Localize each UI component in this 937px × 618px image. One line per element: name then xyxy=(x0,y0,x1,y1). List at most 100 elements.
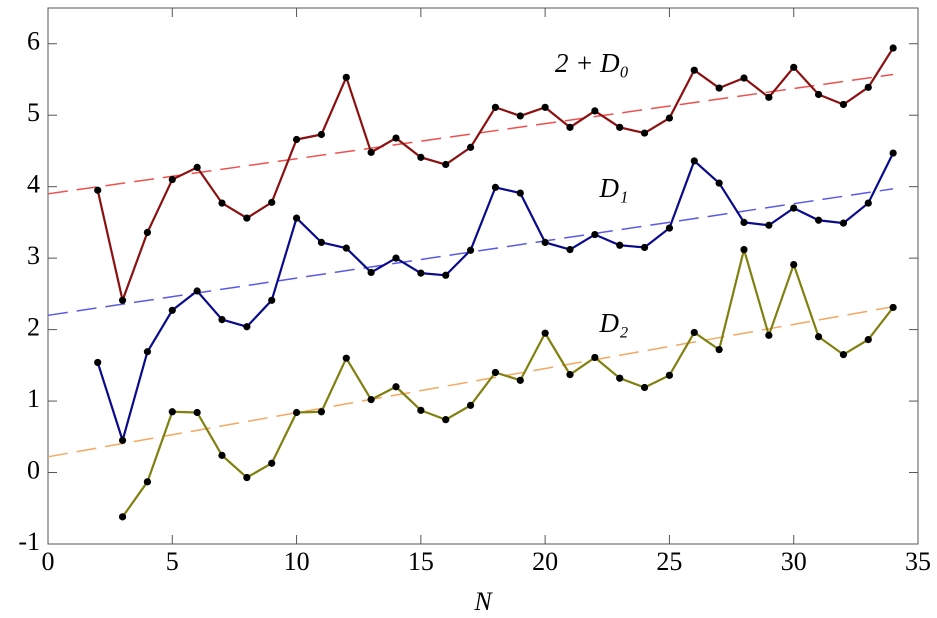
data-point xyxy=(466,401,475,409)
data-point xyxy=(864,336,872,344)
data-point xyxy=(715,84,723,92)
data-point xyxy=(243,323,251,331)
data-point xyxy=(516,112,524,120)
data-point xyxy=(665,224,674,232)
data-point xyxy=(292,214,301,222)
data-point xyxy=(740,74,748,82)
data-point xyxy=(516,376,524,384)
data-point xyxy=(839,100,848,109)
series-label: D₁ xyxy=(599,173,629,203)
data-point xyxy=(640,243,649,252)
data-point xyxy=(765,93,773,101)
data-point xyxy=(218,315,226,324)
data-point xyxy=(665,114,674,122)
data-point xyxy=(342,73,350,81)
data-point xyxy=(392,134,400,142)
y-tick-label: 6 xyxy=(27,27,40,56)
x-tick-label: 25 xyxy=(656,547,682,576)
data-point xyxy=(417,153,425,161)
data-point xyxy=(342,354,350,362)
x-tick-label: 30 xyxy=(781,547,807,576)
y-tick-label: 2 xyxy=(27,313,40,342)
data-point xyxy=(317,238,326,247)
data-point xyxy=(566,245,574,254)
data-point xyxy=(864,199,872,207)
data-point xyxy=(442,271,450,279)
data-point xyxy=(740,245,748,254)
data-point xyxy=(292,408,301,417)
data-point xyxy=(442,416,450,424)
fit-line xyxy=(47,305,894,458)
data-point xyxy=(566,371,574,379)
data-point xyxy=(616,374,624,382)
data-point xyxy=(889,303,897,312)
y-tick-label: 4 xyxy=(27,170,40,199)
data-point xyxy=(367,396,375,404)
data-point xyxy=(591,107,599,115)
data-point xyxy=(690,66,698,74)
data-point xyxy=(864,83,872,91)
fit-line xyxy=(47,188,894,317)
data-point xyxy=(367,268,375,277)
data-point xyxy=(218,451,226,459)
data-point xyxy=(268,459,276,467)
data-point xyxy=(814,333,823,341)
data-point xyxy=(889,44,897,52)
data-point xyxy=(790,204,798,212)
data-point xyxy=(442,160,450,169)
y-tick-label: 5 xyxy=(27,98,40,127)
data-point xyxy=(243,473,251,482)
data-point xyxy=(715,346,723,354)
data-point xyxy=(168,306,176,314)
fit-line xyxy=(47,73,894,195)
data-point xyxy=(790,63,798,71)
data-point xyxy=(292,135,301,144)
data-point xyxy=(94,358,102,367)
data-point xyxy=(665,371,674,379)
data-point xyxy=(765,331,773,339)
data-point xyxy=(168,408,176,416)
x-tick-label: 15 xyxy=(408,547,434,576)
data-point xyxy=(640,129,649,137)
data-point xyxy=(143,478,152,486)
data-point xyxy=(268,296,276,304)
series-line xyxy=(121,245,895,518)
data-point xyxy=(118,436,127,444)
data-point xyxy=(268,198,276,206)
data-point xyxy=(491,368,500,377)
data-point xyxy=(94,186,102,194)
data-point xyxy=(591,230,599,239)
data-point xyxy=(765,221,773,229)
data-point xyxy=(814,216,823,224)
data-point xyxy=(193,287,201,295)
y-tick-label: 0 xyxy=(27,456,40,485)
data-point xyxy=(790,260,798,269)
data-point xyxy=(168,175,176,184)
y-tick-label: -1 xyxy=(18,527,40,556)
data-point xyxy=(367,148,375,156)
data-point xyxy=(317,408,326,416)
data-point xyxy=(392,254,400,262)
data-point xyxy=(889,149,897,157)
data-point xyxy=(417,269,425,277)
data-point xyxy=(541,238,549,247)
series-line xyxy=(96,47,895,305)
data-point xyxy=(591,353,599,362)
data-point xyxy=(541,329,549,337)
series-label: 2 + D₀ xyxy=(555,48,629,78)
data-point xyxy=(814,90,823,99)
data-point xyxy=(566,123,574,131)
data-point xyxy=(616,241,624,249)
x-tick-label: 20 xyxy=(532,547,558,576)
data-point xyxy=(143,348,152,356)
data-point xyxy=(143,228,152,237)
x-tick-label: 10 xyxy=(284,547,310,576)
data-point xyxy=(118,296,127,304)
data-point xyxy=(491,103,500,111)
data-point xyxy=(466,246,475,254)
data-point xyxy=(690,157,698,165)
series-label: D₂ xyxy=(599,308,629,338)
data-point xyxy=(118,513,127,521)
data-point xyxy=(392,383,400,391)
